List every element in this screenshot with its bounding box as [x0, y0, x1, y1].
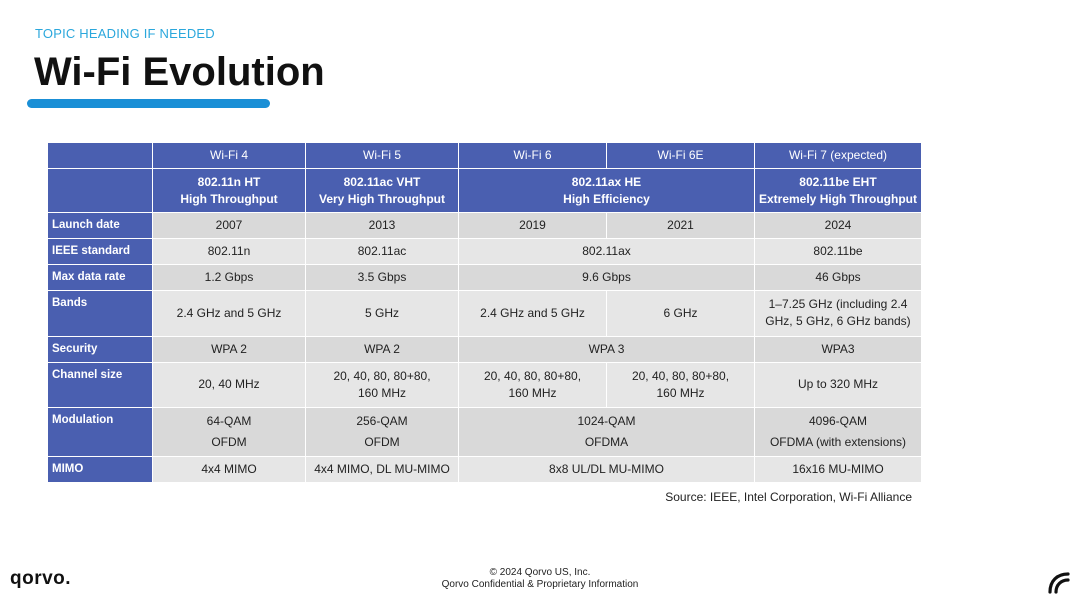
table-cell: 802.11ax: [458, 238, 755, 266]
table-cell: 6 GHz: [606, 290, 755, 337]
row-label-channel-size: Channel size: [47, 361, 153, 408]
table-cell: 1–7.25 GHz (including 2.4 GHz, 5 GHz, 6 …: [754, 290, 922, 337]
table-cell: 20, 40, 80, 80+80, 160 MHz: [305, 361, 459, 408]
table-row: Modulation 64-QAM OFDM 256-QAM OFDM 1024…: [47, 406, 922, 457]
table-cell: WPA 2: [305, 335, 459, 363]
footer-confidential: Qorvo Confidential & Proprietary Informa…: [441, 579, 639, 590]
table-cell: 2013: [305, 212, 459, 240]
table-cell: 2007: [152, 212, 306, 240]
standards-corner-cell: [47, 168, 153, 214]
standard-desc: Very High Throughput: [319, 191, 445, 206]
table-cell: 802.11be: [754, 238, 922, 266]
cell-line: OFDMA: [584, 434, 629, 449]
table-cell: 2.4 GHz and 5 GHz: [152, 290, 306, 337]
header-corner-cell: [47, 141, 153, 170]
table-cell: 20, 40 MHz: [152, 361, 306, 408]
table-cell: 16x16 MU-MIMO: [754, 455, 922, 484]
cell-line: 160 MHz: [357, 385, 407, 400]
standard-name: 802.11n HT: [197, 174, 261, 189]
row-label-ieee-standard: IEEE standard: [47, 238, 153, 266]
column-header-wifi4: Wi-Fi 4: [152, 141, 306, 170]
table-row: Launch date 2007 2013 2019 2021 2024: [47, 212, 922, 240]
cell-line: 160 MHz: [656, 385, 705, 400]
table-cell: WPA 3: [458, 335, 755, 363]
cell-line: 20, 40, 80, 80+80,: [333, 368, 431, 383]
table-cell: 1.2 Gbps: [152, 264, 306, 292]
cell-line: OFDM: [211, 434, 247, 449]
wifi-evolution-table: Wi-Fi 4 Wi-Fi 5 Wi-Fi 6 Wi-Fi 6E Wi-Fi 7…: [47, 141, 922, 484]
standard-desc: High Throughput: [180, 191, 278, 206]
table-row: IEEE standard 802.11n 802.11ac 802.11ax …: [47, 238, 922, 266]
table-cell: 9.6 Gbps: [458, 264, 755, 292]
column-header-wifi6: Wi-Fi 6: [458, 141, 607, 170]
table-row: Channel size 20, 40 MHz 20, 40, 80, 80+8…: [47, 361, 922, 408]
table-cell: 2024: [754, 212, 922, 240]
standard-name: 802.11ax HE: [571, 174, 642, 189]
row-label-launch-date: Launch date: [47, 212, 153, 240]
table-cell: 802.11ac: [305, 238, 459, 266]
standard-desc: High Efficiency: [563, 191, 650, 206]
standard-desc: Extremely High Throughput: [758, 191, 917, 206]
title-underline-bar: [27, 99, 270, 108]
table-row: Wi-Fi 4 Wi-Fi 5 Wi-Fi 6 Wi-Fi 6E Wi-Fi 7…: [47, 141, 922, 170]
table-cell: 4096-QAM OFDMA (with extensions): [754, 406, 922, 457]
table-row: Security WPA 2 WPA 2 WPA 3 WPA3: [47, 335, 922, 363]
cell-line: OFDMA (with extensions): [769, 434, 907, 449]
standard-wifi4: 802.11n HT High Throughput: [152, 168, 306, 214]
qorvo-logo: qorvo.: [10, 568, 72, 589]
table-cell: 64-QAM OFDM: [152, 406, 306, 457]
row-label-bands: Bands: [47, 290, 153, 337]
table-row: Max data rate 1.2 Gbps 3.5 Gbps 9.6 Gbps…: [47, 264, 922, 292]
table-cell: 5 GHz: [305, 290, 459, 337]
table-cell: 4x4 MIMO: [152, 455, 306, 484]
table-cell: 20, 40, 80, 80+80, 160 MHz: [606, 361, 755, 408]
standard-name: 802.11ac VHT: [343, 174, 421, 189]
row-label-modulation: Modulation: [47, 406, 153, 457]
cell-line: 4096-QAM: [808, 413, 868, 428]
standard-name: 802.11be EHT: [799, 174, 877, 189]
cell-line: 64-QAM: [206, 413, 252, 428]
standard-wifi5: 802.11ac VHT Very High Throughput: [305, 168, 459, 214]
row-label-mimo: MIMO: [47, 455, 153, 484]
column-header-wifi5: Wi-Fi 5: [305, 141, 459, 170]
topic-heading: TOPIC HEADING IF NEEDED: [35, 26, 215, 41]
cell-line: 1–7.25 GHz (including 2.4: [768, 297, 908, 312]
table-cell: 8x8 UL/DL MU-MIMO: [458, 455, 755, 484]
cell-line: 160 MHz: [508, 385, 557, 400]
standard-wifi7: 802.11be EHT Extremely High Throughput: [754, 168, 922, 214]
slide-title: Wi-Fi Evolution: [34, 50, 325, 94]
table-row: 802.11n HT High Throughput 802.11ac VHT …: [47, 168, 922, 214]
column-header-wifi7: Wi-Fi 7 (expected): [754, 141, 922, 170]
table-cell: Up to 320 MHz: [754, 361, 922, 408]
cell-line: 20, 40, 80, 80+80,: [631, 368, 730, 383]
cell-line: 256-QAM: [356, 413, 408, 428]
row-label-security: Security: [47, 335, 153, 363]
table-cell: 2019: [458, 212, 607, 240]
table-row: Bands 2.4 GHz and 5 GHz 5 GHz 2.4 GHz an…: [47, 290, 922, 337]
table-row: MIMO 4x4 MIMO 4x4 MIMO, DL MU-MIMO 8x8 U…: [47, 455, 922, 484]
cell-line: 20, 40, 80, 80+80,: [483, 368, 582, 383]
qorvo-mark-icon: [1048, 572, 1070, 594]
footer: © 2024 Qorvo US, Inc. Qorvo Confidential…: [400, 567, 680, 591]
standard-wifi6: 802.11ax HE High Efficiency: [458, 168, 755, 214]
table-cell: WPA 2: [152, 335, 306, 363]
table-cell: WPA3: [754, 335, 922, 363]
cell-line: GHz, 5 GHz, 6 GHz bands): [765, 314, 911, 329]
table-cell: 2021: [606, 212, 755, 240]
source-note: Source: IEEE, Intel Corporation, Wi-Fi A…: [665, 490, 912, 504]
table-cell: 256-QAM OFDM: [305, 406, 459, 457]
cell-line: 1024-QAM: [577, 413, 636, 428]
table-cell: 20, 40, 80, 80+80, 160 MHz: [458, 361, 607, 408]
table-cell: 3.5 Gbps: [305, 264, 459, 292]
row-label-max-data-rate: Max data rate: [47, 264, 153, 292]
table-cell: 4x4 MIMO, DL MU-MIMO: [305, 455, 459, 484]
table-cell: 46 Gbps: [754, 264, 922, 292]
footer-copyright: © 2024 Qorvo US, Inc.: [489, 567, 591, 578]
cell-line: OFDM: [364, 434, 400, 449]
table-cell: 2.4 GHz and 5 GHz: [458, 290, 607, 337]
table-cell: 1024-QAM OFDMA: [458, 406, 755, 457]
table-cell: 802.11n: [152, 238, 306, 266]
column-header-wifi6e: Wi-Fi 6E: [606, 141, 755, 170]
